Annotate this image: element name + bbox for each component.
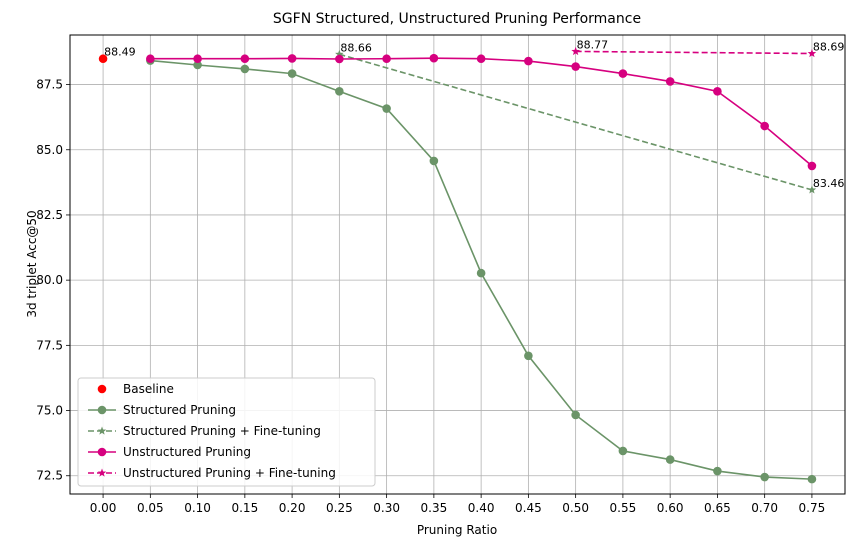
data-point (807, 49, 817, 58)
data-point (382, 54, 391, 64)
data-label: 83.46 (813, 177, 845, 190)
legend-label: Structured Pruning + Fine-tuning (123, 424, 321, 438)
data-label: 88.66 (340, 41, 372, 54)
y-axis: 72.5 75.0 77.5 80.0 82.5 85.0 87.5 (36, 78, 70, 483)
x-axis: 0.00 0.05 0.10 0.15 0.20 0.25 0.30 0.35 0.40 0.45… (90, 494, 826, 515)
data-label: 88.69 (813, 41, 845, 54)
x-tick-label: 0.20 (279, 501, 306, 515)
series-line (339, 53, 813, 191)
x-axis-label: Pruning Ratio (417, 523, 497, 537)
x-tick-label: 0.30 (373, 501, 400, 515)
data-point (807, 161, 817, 171)
legend-label: Unstructured Pruning + Fine-tuning (123, 466, 336, 480)
x-tick-label: 0.60 (657, 501, 684, 515)
y-tick-label: 80.0 (36, 273, 63, 287)
data-label: 88.77 (577, 38, 609, 51)
legend-item: Unstructured Pruning + Fine-tuning (88, 466, 336, 480)
legend-swatch-marker (97, 447, 107, 457)
data-point (287, 69, 297, 78)
data-point (665, 455, 675, 464)
data-point (618, 446, 628, 456)
data-point (807, 474, 817, 484)
x-tick-label: 0.75 (799, 501, 826, 515)
x-tick-label: 0.00 (90, 501, 117, 515)
data-point (524, 351, 533, 361)
x-tick-label: 0.05 (137, 501, 164, 515)
series-2 (335, 49, 817, 194)
x-tick-label: 0.25 (326, 501, 353, 515)
y-tick-label: 75.0 (36, 404, 63, 418)
legend-item: Structured Pruning + Fine-tuning (88, 424, 321, 438)
series-0 (98, 54, 108, 64)
data-point (476, 54, 486, 64)
x-tick-label: 0.55 (610, 501, 637, 515)
x-tick-label: 0.45 (515, 501, 542, 515)
legend-label: Baseline (123, 382, 174, 396)
series-line (575, 50, 812, 55)
data-point (335, 87, 344, 96)
series-4 (571, 46, 817, 58)
data-point (760, 472, 769, 482)
legend-swatch-marker (97, 384, 107, 394)
data-point (240, 54, 250, 64)
baseline-point (98, 54, 108, 64)
data-point (571, 46, 580, 56)
legend-label: Unstructured Pruning (123, 445, 251, 459)
x-tick-label: 0.40 (468, 501, 495, 515)
data-point (193, 54, 202, 64)
legend-label: Structured Pruning (123, 403, 236, 417)
x-tick-label: 0.65 (704, 501, 731, 515)
y-axis-label: 3d triplet Acc@50 (25, 210, 39, 317)
legend-item: Structured Pruning (88, 403, 236, 417)
data-point (193, 60, 202, 70)
x-tick-label: 0.50 (562, 501, 589, 515)
data-point (760, 121, 769, 131)
legend-item: Baseline (97, 382, 174, 396)
data-point (382, 104, 391, 113)
data-point (335, 49, 344, 58)
x-tick-label: 0.70 (751, 501, 778, 515)
data-point (335, 54, 344, 64)
data-label: 88.49 (104, 46, 136, 59)
legend-swatch-marker (97, 405, 107, 415)
x-tick-label: 0.10 (184, 501, 211, 515)
y-tick-label: 87.5 (36, 78, 63, 92)
y-tick-label: 77.5 (36, 338, 63, 352)
data-point (618, 69, 628, 78)
y-tick-label: 72.5 (36, 469, 63, 483)
y-tick-label: 85.0 (36, 143, 63, 157)
series-layer (98, 46, 817, 484)
data-point (429, 53, 439, 63)
series-3 (146, 53, 817, 171)
plot-frame (69, 34, 846, 495)
data-point (240, 64, 250, 74)
x-tick-label: 0.35 (421, 501, 448, 515)
data-point (287, 54, 297, 63)
y-tick-label: 82.5 (36, 208, 63, 222)
data-point (713, 466, 722, 476)
data-point (807, 185, 817, 194)
data-point (713, 87, 722, 96)
annotation-layer: 88.49 88.66 88.77 88.69 83.46 (104, 38, 844, 189)
data-point (524, 56, 533, 66)
legend-swatch-marker (97, 468, 107, 477)
data-point (571, 410, 580, 420)
chart-title: SGFN Structured, Unstructured Pruning Pe… (273, 11, 641, 27)
data-point (571, 62, 580, 71)
data-point (665, 77, 675, 86)
legend-item: Unstructured Pruning (88, 445, 251, 459)
data-point (476, 268, 486, 278)
data-point (429, 156, 439, 166)
data-point (146, 54, 155, 64)
legend-box (77, 377, 376, 487)
legend-swatch-marker (97, 426, 107, 435)
x-tick-label: 0.15 (231, 501, 258, 515)
legend: Baseline Structured Pruning Structured Pru… (77, 377, 376, 487)
